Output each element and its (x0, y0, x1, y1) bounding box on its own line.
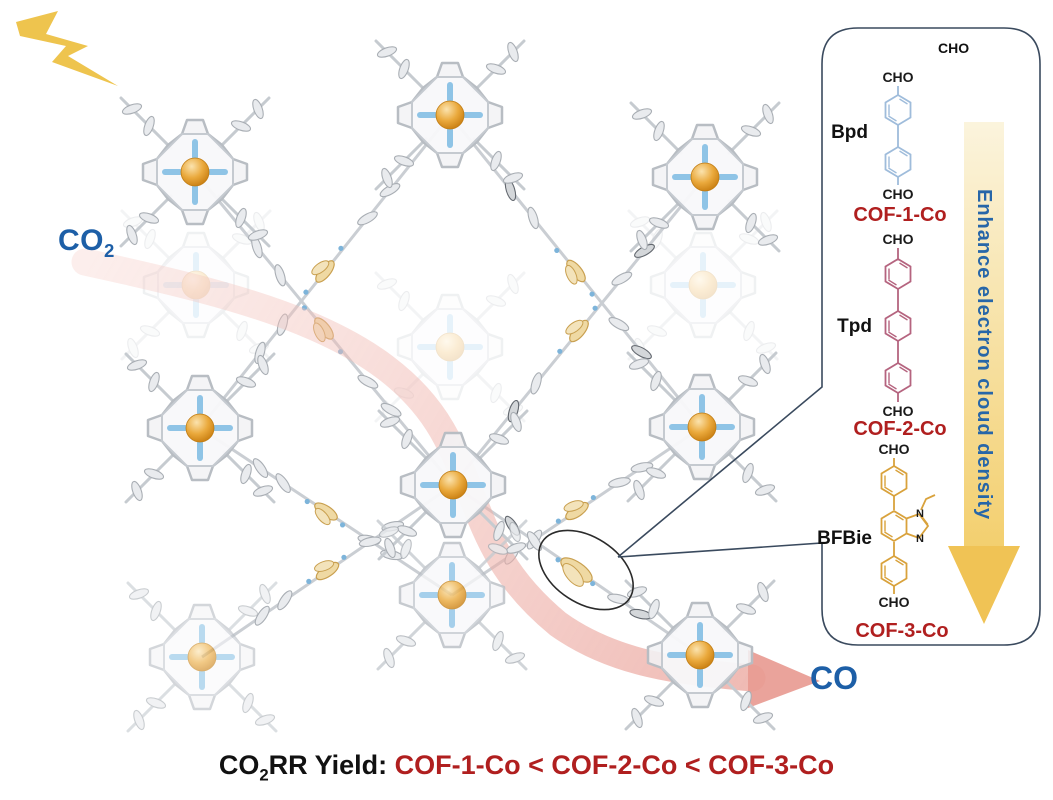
tpd-cho-top: CHO (882, 231, 913, 247)
linker-panel: CHO Enhance electron cloud density CHO C… (817, 28, 1040, 645)
co2-input-label: CO2 (58, 224, 115, 261)
bpd-cho-bottom: CHO (882, 186, 913, 202)
co-product-label: CO (810, 660, 858, 696)
bpd-name-label: Bpd (831, 122, 868, 143)
bfbie-cho-top: CHO (878, 441, 909, 457)
enhance-density-arrow (948, 122, 1020, 624)
linker-highlight-ellipse (538, 529, 634, 611)
panel-corner-cho-label: CHO (938, 40, 970, 56)
bpd-structure: CHO CHO (882, 69, 913, 202)
yield-caption: CO2RR Yield: COF-1-Co < COF-2-Co < COF-3… (0, 750, 1053, 785)
cof-3-co-label: COF-3-Co (855, 620, 949, 642)
tpd-name-label: Tpd (837, 316, 872, 337)
cof-2-co-label: COF-2-Co (853, 418, 947, 440)
tpd-cho-bottom: CHO (882, 403, 913, 419)
bfbie-n1-label: N (916, 508, 924, 520)
bfbie-name-label: BFBie (817, 528, 872, 549)
bpd-cho-top: CHO (882, 69, 913, 85)
bfbie-cho-bottom: CHO (878, 594, 909, 610)
bfbie-n2-label: N (916, 533, 924, 545)
bfbie-structure: CHO N N CHO (878, 441, 936, 610)
linker-panel-callout-border (617, 27, 1041, 646)
caption-prefix: CO2RR Yield: (218, 750, 395, 785)
caption-comparison: COF-1-Co < COF-2-Co < COF-3-Co (394, 750, 835, 780)
light-energy-bolt-icon (16, 11, 118, 86)
background-porphyrin-layer (122, 211, 777, 421)
tpd-structure: CHO CHO (882, 231, 913, 419)
cof-1-co-label: COF-1-Co (853, 204, 947, 226)
enhance-density-arrow-label: Enhance electron cloud density (973, 189, 995, 521)
